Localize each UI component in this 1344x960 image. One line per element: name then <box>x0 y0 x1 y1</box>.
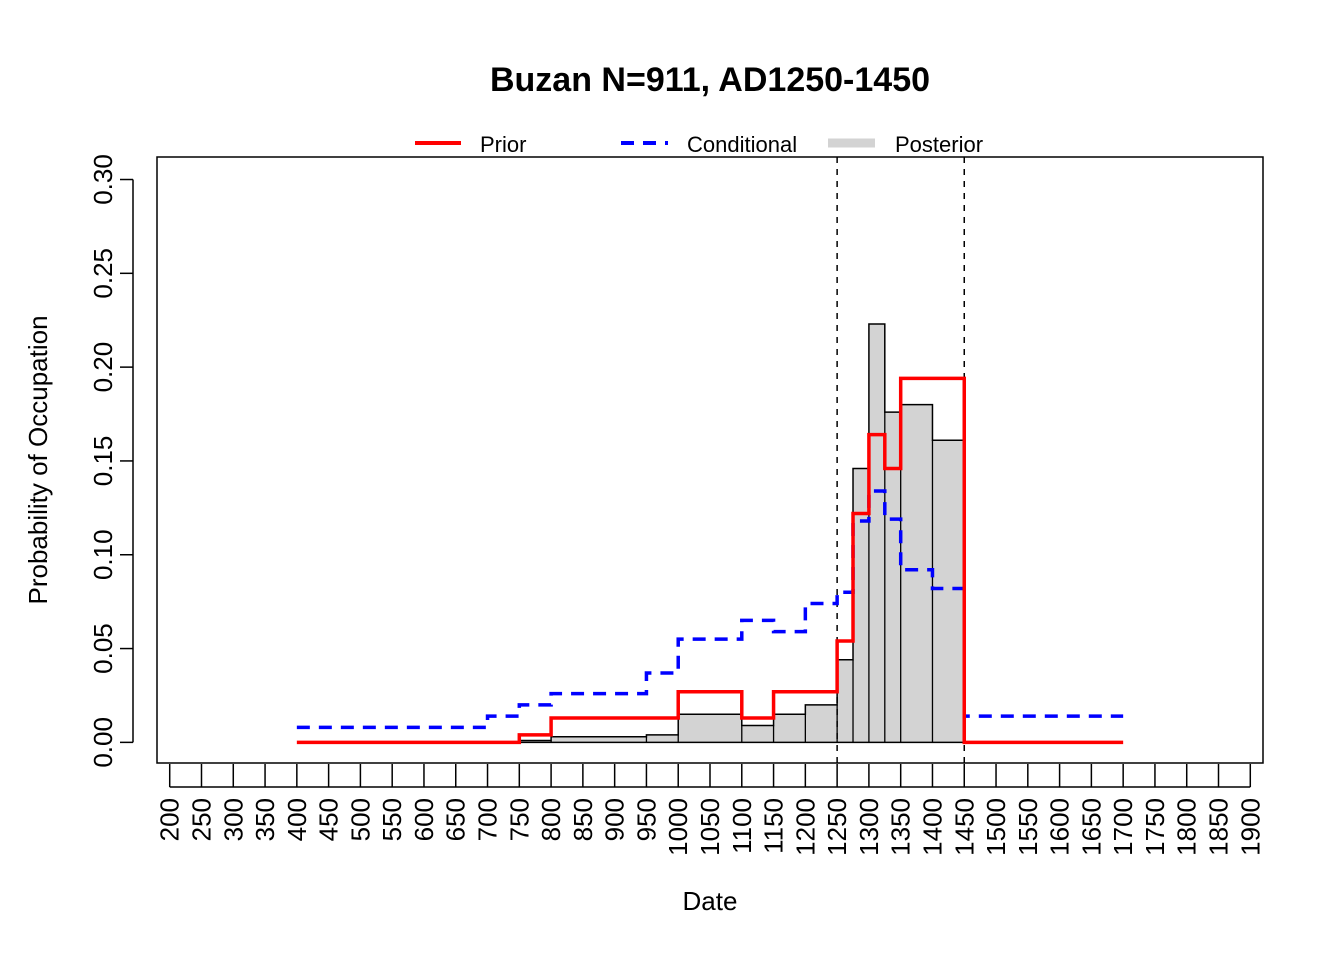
x-tick-label: 1850 <box>1204 798 1234 856</box>
x-tick-label: 1300 <box>854 798 884 856</box>
y-tick-label: 0.20 <box>88 342 118 393</box>
x-tick-label: 350 <box>250 798 280 841</box>
x-tick-label: 1150 <box>759 798 789 854</box>
x-tick-label: 950 <box>631 798 661 841</box>
y-tick-label: 0.30 <box>88 154 118 205</box>
x-tick-label: 1050 <box>695 798 725 856</box>
x-tick-label: 1800 <box>1172 798 1202 856</box>
legend-label-prior: Prior <box>480 132 526 157</box>
plot-area <box>296 157 1124 763</box>
x-tick-label: 600 <box>409 798 439 841</box>
x-tick-label: 1700 <box>1108 798 1138 856</box>
x-tick-label: 1350 <box>886 798 916 856</box>
x-tick-label: 1000 <box>663 798 693 856</box>
series-prior-line <box>296 376 1124 745</box>
series-posterior-area <box>518 323 966 744</box>
x-tick-label: 1550 <box>1013 798 1043 856</box>
x-tick-label: 1500 <box>981 798 1011 856</box>
x-tick-label: 250 <box>186 798 216 841</box>
x-tick-label: 1400 <box>917 798 947 856</box>
y-axis-label: Probability of Occupation <box>23 315 53 604</box>
x-tick-label: 1250 <box>822 798 852 856</box>
x-tick-label: 450 <box>314 798 344 841</box>
series-conditional-line <box>296 489 1124 730</box>
x-tick-label: 1650 <box>1076 798 1106 856</box>
chart-title: Buzan N=911, AD1250-1450 <box>490 61 930 99</box>
x-tick-label: 800 <box>536 798 566 841</box>
x-tick-label: 300 <box>218 798 248 841</box>
x-tick-label: 1200 <box>790 798 820 856</box>
x-axis: 200 250 300 350 400 450 500 550 600 650 700 750 800 8… <box>155 764 1265 856</box>
legend-label-conditional: Conditional <box>687 132 797 157</box>
y-tick-label: 0.00 <box>88 717 118 768</box>
x-tick-label: 1100 <box>727 798 757 854</box>
y-axis: 0.00 0.05 0.10 0.15 0.20 0.25 0.30 <box>88 154 134 768</box>
y-tick-label: 0.10 <box>88 529 118 580</box>
x-axis-label: Date <box>683 886 738 916</box>
x-tick-label: 550 <box>377 798 407 841</box>
y-tick-label: 0.05 <box>88 623 118 674</box>
x-tick-label: 650 <box>441 798 471 841</box>
x-tick-label: 400 <box>282 798 312 841</box>
legend-label-posterior: Posterior <box>895 132 983 157</box>
x-tick-label: 700 <box>473 798 503 841</box>
x-tick-label: 500 <box>345 798 375 841</box>
y-tick-label: 0.15 <box>88 436 118 487</box>
y-tick-label: 0.25 <box>88 248 118 299</box>
x-tick-label: 1900 <box>1235 798 1265 856</box>
x-tick-label: 1450 <box>949 798 979 856</box>
x-tick-label: 200 <box>155 798 185 841</box>
x-tick-label: 1750 <box>1140 798 1170 856</box>
x-tick-label: 750 <box>504 798 534 841</box>
x-tick-label: 850 <box>568 798 598 841</box>
legend: Prior Conditional Posterior <box>415 132 983 157</box>
x-tick-label: 900 <box>600 798 630 841</box>
plot-frame <box>156 156 1264 764</box>
x-tick-label: 1600 <box>1045 798 1075 856</box>
